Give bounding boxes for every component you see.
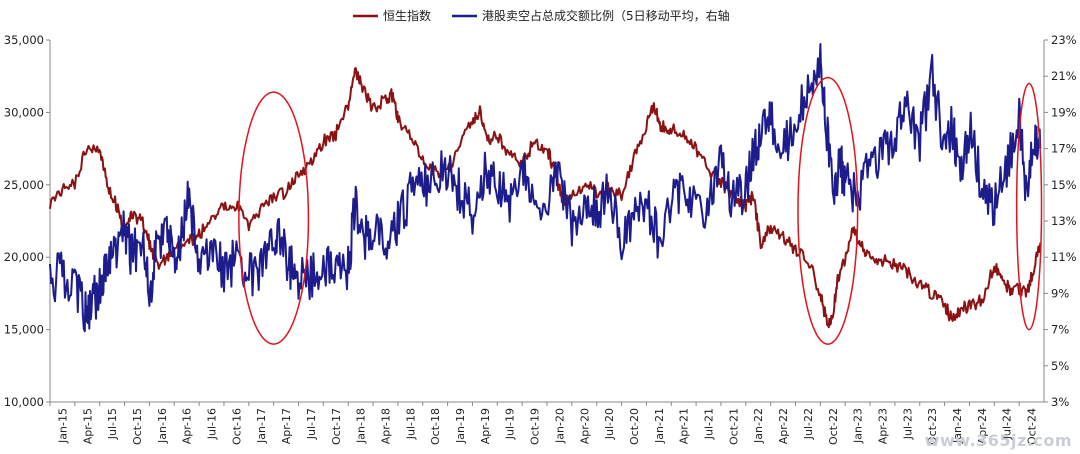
x-tick-label: Jul-15 [106,408,119,440]
axes: 10,000 15,000 20,000 25,000 30,000 35,000 3% 5%… [4,33,1077,445]
x-tick-label: Jan-19 [454,408,467,444]
x-tick-label: Apr-21 [678,408,691,444]
highlight-ellipse-3 [1015,82,1043,331]
x-tick-label: Jan-16 [156,408,169,444]
right-tick-label: 3% [1051,395,1069,409]
x-tick-label: Jul-20 [603,408,616,440]
series-lines [49,43,1042,333]
x-tick-label: Oct-17 [330,408,343,445]
x-tick-label: Jul-17 [305,408,318,440]
hsi-line [49,67,1042,329]
x-tick-label: Jul-23 [901,408,914,440]
x-tick-label: Oct-15 [131,408,144,445]
highlight-ellipse-1 [238,91,310,345]
x-tick-label: Jan-23 [852,408,865,444]
legend-label-short: 港股卖空占总成交额比例（5日移动平均，右轴 [482,8,730,23]
right-tick-label: 7% [1051,323,1069,337]
x-tick-label: Apr-18 [379,408,392,444]
right-tick-label: 9% [1051,286,1069,300]
x-tick-label: Apr-16 [181,408,194,444]
x-tick-label: Jul-16 [206,408,219,440]
left-tick-label: 35,000 [4,33,44,47]
x-tick-label: Apr-23 [876,408,889,444]
watermark: www.365jz.com [924,431,1072,450]
right-tick-label: 13% [1051,214,1077,228]
x-tick-label: Oct-16 [230,408,243,445]
x-tick-label: Jul-18 [404,408,417,440]
annotation-ellipses [238,76,1043,345]
x-tick-label: Oct-24 [1026,408,1039,445]
left-tick-label: 15,000 [4,323,44,337]
legend: 恒生指数 港股卖空占总成交额比例（5日移动平均，右轴 [353,8,730,23]
x-tick-label: Jan-24 [951,408,964,444]
right-tick-label: 15% [1051,178,1077,192]
right-tick-label: 5% [1051,359,1069,373]
x-tick-label: Jul-24 [1001,408,1014,440]
x-tick-label: Oct-20 [628,408,641,445]
x-tick-label: Apr-19 [479,408,492,444]
left-tick-label: 25,000 [4,178,44,192]
left-tick-label: 20,000 [4,250,44,264]
x-tick-label: Oct-21 [727,408,740,445]
left-tick-label: 10,000 [4,395,44,409]
short-selling-ratio-line [49,43,1042,333]
x-tick-label: Jul-22 [802,408,815,440]
x-tick-label: Apr-15 [81,408,94,444]
x-tick-label: Apr-20 [578,408,591,444]
x-tick-label: Apr-22 [777,408,790,444]
x-tick-label: Oct-23 [926,408,939,445]
x-tick-label: Oct-19 [529,408,542,445]
x-tick-label: Jan-21 [653,408,666,444]
legend-label-hsi: 恒生指数 [383,8,431,23]
x-tick-label: Oct-18 [429,408,442,445]
right-tick-label: 19% [1051,105,1077,119]
left-tick-label: 30,000 [4,105,44,119]
x-tick-label: Apr-17 [280,408,293,444]
x-tick-label: Apr-24 [976,408,989,444]
x-tick-label: Jul-21 [703,408,716,440]
highlight-ellipse-2 [797,76,859,345]
right-tick-label: 23% [1051,33,1077,47]
x-tick-label: Oct-22 [827,408,840,445]
right-tick-label: 17% [1051,142,1077,156]
x-tick-label: Jan-20 [553,408,566,444]
x-tick-label: Jan-15 [56,408,69,444]
x-tick-label: Jan-18 [355,408,368,444]
right-tick-label: 21% [1051,69,1077,83]
right-tick-label: 11% [1051,250,1077,264]
x-tick-label: Jul-19 [504,408,517,440]
x-tick-label: Jan-17 [255,408,268,444]
x-tick-label: Jan-22 [752,408,765,444]
